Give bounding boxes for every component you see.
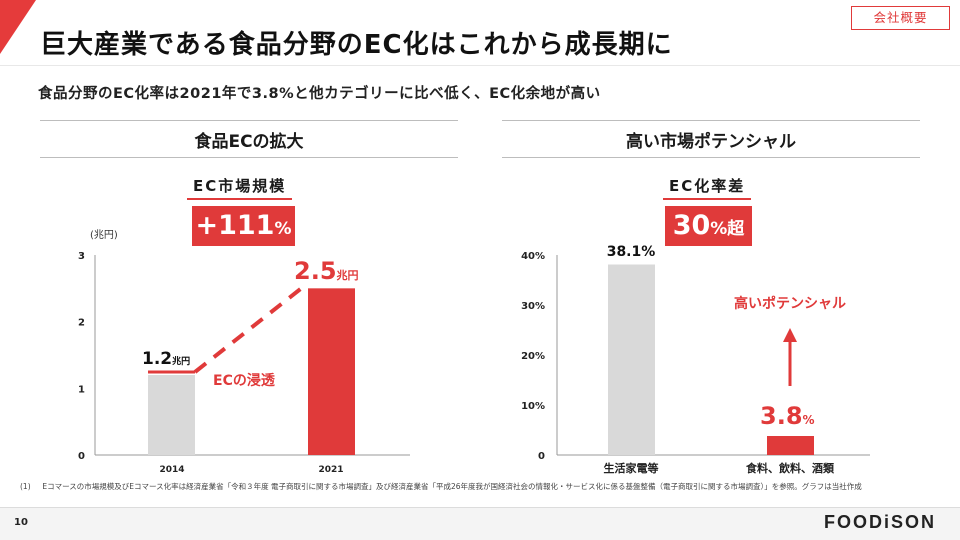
- bar-appliances-value: 38.1%: [607, 244, 656, 260]
- footnote-text: Eコマースの市場規模及びEコマース化率は経済産業省「令和３年度 電子商取引に関す…: [42, 482, 862, 491]
- slide-subtitle: 食品分野のEC化率は2021年で3.8%と他カテゴリーに比べ低く、EC化余地が高…: [38, 86, 601, 102]
- left-y-tick-2: 2: [78, 318, 85, 329]
- high-potential-annotation: 高いポテンシャル: [734, 295, 846, 312]
- left-x-label-2021: 2021: [318, 465, 343, 475]
- left-chart-unit-label: (兆円): [90, 229, 118, 241]
- left-y-tick-3: 3: [78, 251, 85, 262]
- footnote: (1) Eコマースの市場規模及びEコマース化率は経済産業省「令和３年度 電子商取…: [20, 481, 862, 492]
- ec-rate-gap-unit: %超: [710, 219, 745, 239]
- right-bar-0: [608, 264, 655, 455]
- brand-logo: FOODiSON: [824, 512, 937, 532]
- left-section-heading: 食品ECの拡大: [40, 120, 458, 158]
- growth-rate-unit: %: [274, 219, 292, 239]
- left-bar-2021: [308, 288, 355, 455]
- growth-rate-value: +111: [195, 210, 275, 241]
- footnote-number: (1): [20, 482, 31, 491]
- ec-rate-gap-value: 30: [672, 210, 711, 241]
- ec-penetration-annotation: ECの浸透: [213, 372, 276, 389]
- header-bar: [0, 0, 960, 66]
- bar-2014-value: 1.2兆円: [142, 349, 190, 369]
- bar-food-value: 3.8%: [760, 402, 815, 430]
- accent-triangle: [0, 0, 36, 54]
- footer-bar: [0, 507, 960, 540]
- right-y-tick-4: 40%: [521, 251, 545, 262]
- left-y-tick-0: 0: [78, 451, 85, 462]
- right-y-tick-0: 0: [538, 451, 545, 462]
- right-y-tick-1: 10%: [521, 401, 545, 412]
- growth-rate-box: +111 %: [192, 206, 295, 246]
- page-number: 10: [14, 517, 28, 528]
- ec-rate-gap-label: EC化率差: [663, 175, 752, 200]
- right-x-label-appliances: 生活家電等: [604, 461, 659, 475]
- company-overview-badge[interactable]: 会社概要: [851, 6, 950, 30]
- left-y-tick-1: 1: [78, 384, 85, 395]
- right-y-tick-2: 20%: [521, 351, 545, 362]
- page-title: 巨大産業である食品分野のEC化はこれから成長期に: [40, 30, 673, 60]
- ec-market-size-label: EC市場規模: [187, 175, 293, 200]
- right-bar-1: [767, 436, 814, 455]
- left-bar-2014: [148, 375, 195, 455]
- bar-2021-value: 2.5兆円: [294, 257, 359, 285]
- growth-dashed-line: [193, 285, 305, 374]
- left-x-label-2014: 2014: [159, 465, 184, 475]
- right-section-heading: 高い市場ポテンシャル: [502, 120, 920, 158]
- potential-arrow-head: [783, 328, 797, 342]
- right-x-label-food: 食料、飲料、酒類: [746, 461, 835, 475]
- right-y-tick-3: 30%: [521, 301, 545, 312]
- ec-rate-gap-box: 30 %超: [665, 206, 752, 246]
